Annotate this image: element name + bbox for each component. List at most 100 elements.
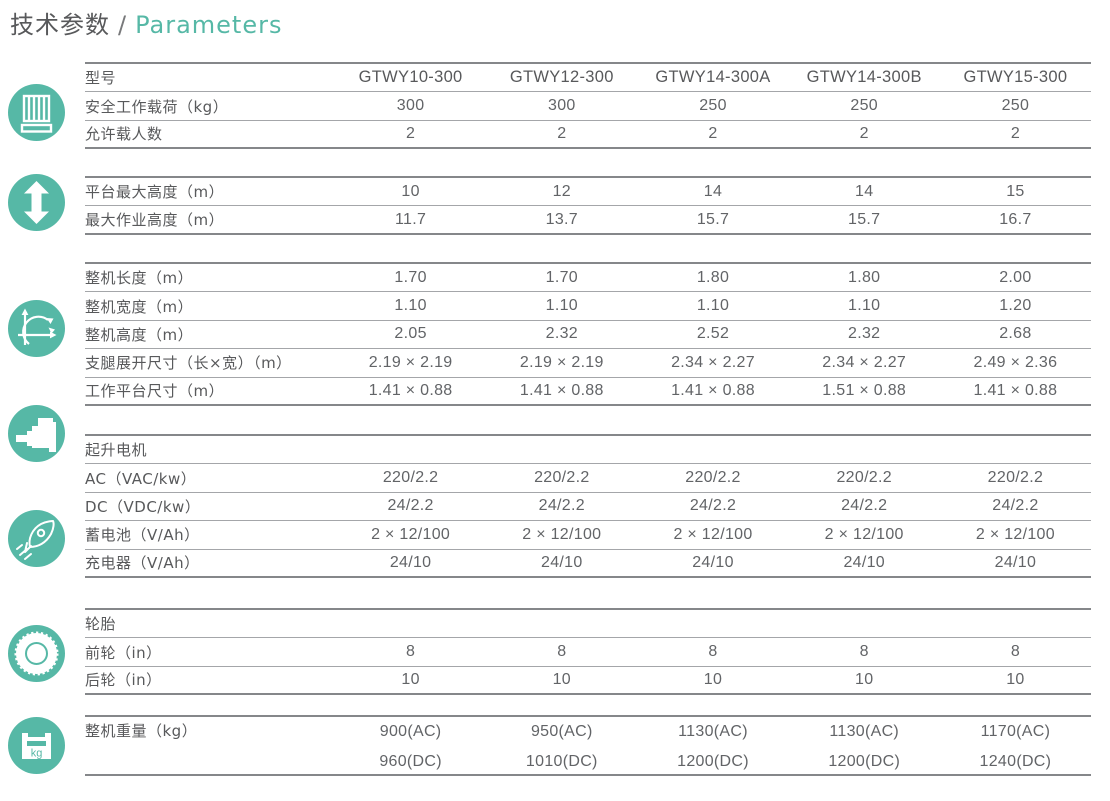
spec-value: 220/2.2 xyxy=(685,469,741,487)
spec-value: 1.10 xyxy=(394,297,427,315)
page-title: 技术参数 / Parameters xyxy=(10,5,282,40)
spec-value: 2.34 × 2.27 xyxy=(822,353,907,371)
section-title-row: 轮胎 xyxy=(85,610,1091,639)
weight-icon-kg-text: kg xyxy=(31,748,43,760)
spec-value: 8 xyxy=(708,643,718,661)
spec-value: 2.19 × 2.19 xyxy=(368,353,453,371)
spec-value: 220/2.2 xyxy=(382,469,439,487)
spec-value: 2.05 xyxy=(394,325,427,343)
spec-value: 2 × 12/100 xyxy=(371,525,451,543)
row-label: 充电器（V/Ah） xyxy=(85,554,200,573)
spec-value: 14 xyxy=(855,182,874,200)
table-row: 允许载人数 2 2 2 2 2 xyxy=(85,121,1091,150)
row-label: 起升电机 xyxy=(85,441,148,460)
spec-value: 15.7 xyxy=(696,210,730,228)
page-title-chinese: 技术参数 xyxy=(10,11,110,39)
spec-value: 220/2.2 xyxy=(987,469,1044,487)
spec-value: 8 xyxy=(406,643,416,661)
dimension-axes-icon xyxy=(8,300,65,357)
motor-icon xyxy=(8,405,65,462)
spec-value: 10 xyxy=(1006,670,1025,688)
spec-value: 250 xyxy=(850,97,879,115)
spec-value: 300 xyxy=(548,97,576,115)
row-label: 允许载人数 xyxy=(85,125,163,144)
spec-value: 950(AC) 1010(DC) xyxy=(525,723,598,770)
table-row: 整机高度（m） 2.05 2.32 2.52 2.32 2.68 xyxy=(85,321,1091,350)
spec-value: 900(AC) 960(DC) xyxy=(379,723,442,770)
spec-value: 2.52 xyxy=(696,325,730,343)
spec-value: 10 xyxy=(703,670,723,688)
weight-kg-icon: kg xyxy=(8,717,65,774)
spec-value: 220/2.2 xyxy=(534,469,590,487)
row-label: 整机重量（kg） xyxy=(85,722,198,740)
spec-value: 2 × 12/100 xyxy=(975,525,1055,543)
spec-value: 1130(AC) 1200(DC) xyxy=(677,723,749,770)
spec-value: 24/2.2 xyxy=(689,497,737,515)
title-separator: / xyxy=(118,11,128,39)
height-double-arrow-icon xyxy=(8,174,65,231)
spec-value: 24/2.2 xyxy=(538,497,585,515)
spec-value: 12 xyxy=(552,182,571,200)
row-label: 平台最大高度（m） xyxy=(85,183,225,202)
spec-value: 1.41 × 0.88 xyxy=(519,381,604,399)
spec-section: 整机重量（kg） 900(AC) 960(DC) 950(AC) 1010(DC) 113… xyxy=(85,715,1091,776)
page-title-english: Parameters xyxy=(135,11,283,39)
table-row: 安全工作载荷（kg） 300 300 250 250 250 xyxy=(85,92,1091,121)
spec-value: 1.10 xyxy=(545,297,578,315)
table-header-row: 型号 GTWY10-300 GTWY12-300 GTWY14-300A GTWY14-… xyxy=(85,64,1091,93)
spec-value: 10 xyxy=(855,670,874,688)
row-label: 型号 xyxy=(85,69,117,88)
spec-value: 24/10 xyxy=(843,553,885,571)
spec-value: 8 xyxy=(1010,643,1021,661)
spec-value: 24/10 xyxy=(994,553,1037,571)
spec-value: 10 xyxy=(552,670,571,688)
table-row: 前轮（in） 8 8 8 8 8 xyxy=(85,638,1091,667)
spec-value: 220/2.2 xyxy=(836,469,892,487)
table-row: 整机重量（kg） 900(AC) 960(DC) 950(AC) 1010(DC) 113… xyxy=(85,717,1091,776)
spec-value: 2 × 12/100 xyxy=(673,525,753,543)
spec-value: 1.51 × 0.88 xyxy=(822,381,907,399)
spec-value: 24/2.2 xyxy=(387,497,434,515)
spec-section: 起升电机 AC（VAC/kw） 220/2.2 220/2.2 220/2.2 220/2… xyxy=(85,434,1091,578)
spec-value: 1.41 × 0.88 xyxy=(368,381,453,399)
spec-value: 2.19 × 2.19 xyxy=(519,353,604,371)
spec-value: 250 xyxy=(1001,97,1030,115)
spec-value: 2.68 xyxy=(999,325,1032,343)
spec-value: 2 xyxy=(406,124,416,142)
spec-value: 2.49 × 2.36 xyxy=(973,353,1058,371)
spec-value: 24/2.2 xyxy=(841,497,888,515)
spec-value: 13.7 xyxy=(545,210,578,228)
spec-value: 1.10 xyxy=(696,297,730,315)
spec-value: 1.70 xyxy=(545,268,578,286)
spec-value: 14 xyxy=(703,182,723,200)
spec-value: 24/10 xyxy=(389,553,432,571)
spec-value: 24/2.2 xyxy=(992,497,1039,515)
spec-value: 2.32 xyxy=(545,325,578,343)
table-row: 支腿展开尺寸（长×宽）（m） 2.19 × 2.19 2.19 × 2.19 2.34… xyxy=(85,349,1091,378)
spec-value: 250 xyxy=(699,97,727,115)
spec-value: 2 × 12/100 xyxy=(522,525,602,543)
spec-value: 2.34 × 2.27 xyxy=(671,353,755,371)
row-label: 整机高度（m） xyxy=(85,325,194,344)
table-row: 后轮（in） 10 10 10 10 10 xyxy=(85,667,1091,696)
spec-value: 1.10 xyxy=(848,297,881,315)
table-row: 最大作业高度（m） 11.7 13.7 15.7 15.7 16.7 xyxy=(85,206,1091,235)
row-label: AC（VAC/kw） xyxy=(85,469,197,488)
row-label: 蓄电池（V/Ah） xyxy=(85,526,200,545)
table-row: 整机宽度（m） 1.10 1.10 1.10 1.10 1.20 xyxy=(85,292,1091,321)
spec-value: 1170(AC) 1240(DC) xyxy=(979,723,1052,770)
row-label: 工作平台尺寸（m） xyxy=(85,382,225,401)
table-row: 整机长度（m） 1.70 1.70 1.80 1.80 2.00 xyxy=(85,264,1091,293)
spec-section: 平台最大高度（m） 10 12 14 14 15 最大作业高度（m） 11.7 13.7 15.7… xyxy=(85,176,1091,235)
spec-value: 1.80 xyxy=(696,268,730,286)
spec-section: 轮胎 前轮（in） 8 8 8 8 8 后轮（in） 10 10 10 10 10 xyxy=(85,608,1091,696)
table-row: 工作平台尺寸（m） 1.41 × 0.88 1.41 × 0.88 1.41 × 0.… xyxy=(85,378,1091,406)
spec-value: 10 xyxy=(401,670,420,688)
spec-value: 2 xyxy=(557,124,567,142)
row-label: DC（VDC/kw） xyxy=(85,497,201,516)
rocket-icon xyxy=(8,510,65,567)
spec-value: 1.41 × 0.88 xyxy=(973,381,1058,399)
row-label: 前轮（in） xyxy=(85,643,162,662)
model-name: GTWY10-300 xyxy=(358,68,463,87)
table-row: 充电器（V/Ah） 24/10 24/10 24/10 24/10 24/10 xyxy=(85,550,1091,578)
